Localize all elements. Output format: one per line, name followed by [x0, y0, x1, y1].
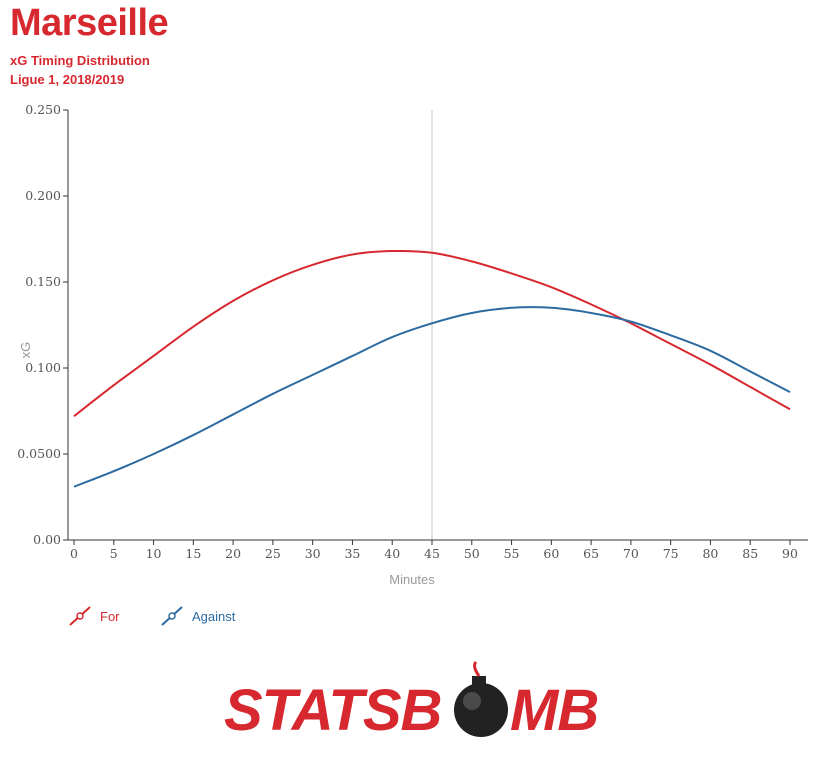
x-tick-label: 20	[225, 546, 241, 561]
x-tick-label: 30	[305, 546, 321, 561]
x-axis-title: Minutes	[389, 572, 435, 587]
legend-label-for: For	[100, 608, 120, 624]
x-tick-label: 70	[623, 546, 639, 561]
x-tick-label: 50	[464, 546, 480, 561]
legend-item-for[interactable]: For	[68, 605, 120, 627]
y-tick-label: 0.100	[25, 360, 61, 375]
x-tick-label: 55	[504, 546, 520, 561]
x-tick-label: 0	[70, 546, 78, 561]
x-tick-label: 35	[344, 546, 360, 561]
y-tick-label: 0.00	[33, 532, 61, 547]
xg-timing-chart: 0.00 0.0500 0.100 0.150 0.200 0.250 0 5 10 15 20 25…	[17, 102, 808, 587]
x-tick-label: 75	[663, 546, 679, 561]
page-title: Marseille	[10, 2, 169, 44]
y-axis-title: xG	[18, 342, 33, 359]
series-line-for	[73, 249, 791, 417]
legend-line-icon	[69, 606, 91, 626]
legend-item-against[interactable]: Against	[160, 605, 235, 627]
y-tick-label: 0.0500	[17, 446, 61, 461]
y-tick-label: 0.200	[25, 188, 61, 203]
chart-subtitle: xG Timing Distribution	[10, 53, 150, 68]
x-tick-label: 65	[583, 546, 599, 561]
logo-text-right: MB	[510, 678, 598, 743]
statsbomb-logo: STATSB MB	[224, 660, 599, 743]
competition-season: Ligue 1, 2018/2019	[10, 72, 125, 87]
series-line-against	[73, 306, 791, 488]
x-tick-label: 85	[742, 546, 758, 561]
legend-label-against: Against	[192, 608, 236, 624]
y-tick-label: 0.150	[25, 274, 61, 289]
x-tick-label: 15	[185, 546, 201, 561]
x-tick-label: 40	[384, 546, 400, 561]
x-tick-label: 90	[782, 546, 798, 561]
x-tick-label: 5	[110, 546, 118, 561]
x-tick-label: 25	[265, 546, 281, 561]
x-tick-label: 60	[543, 546, 559, 561]
bomb-icon	[454, 660, 508, 737]
x-tick-label: 45	[424, 546, 440, 561]
logo-text-left: STATSB	[224, 678, 441, 743]
x-tick-label: 10	[146, 546, 162, 561]
legend-line-icon	[161, 606, 183, 626]
x-tick-label: 80	[702, 546, 718, 561]
y-tick-label: 0.250	[25, 102, 61, 117]
